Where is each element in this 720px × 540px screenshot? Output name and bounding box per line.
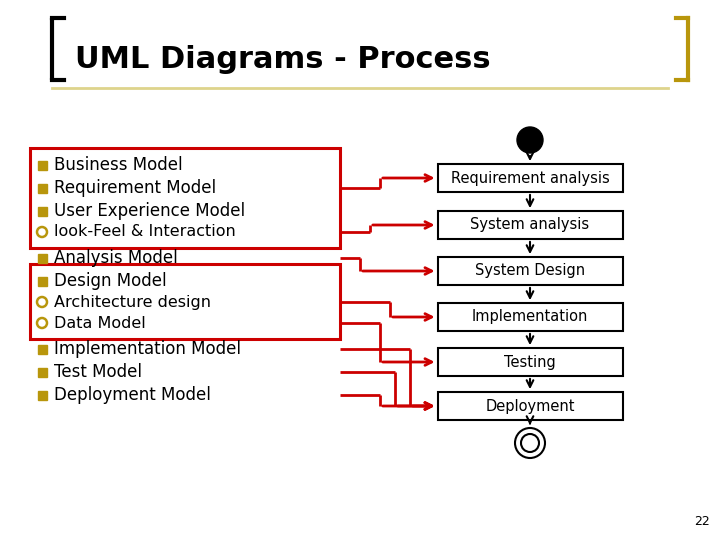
Text: User Experience Model: User Experience Model: [54, 202, 245, 220]
Text: Data Model: Data Model: [54, 315, 145, 330]
Circle shape: [37, 318, 47, 328]
Circle shape: [515, 428, 545, 458]
Text: Implementation Model: Implementation Model: [54, 340, 241, 358]
Text: look-Feel & Interaction: look-Feel & Interaction: [54, 225, 235, 240]
Text: Implementation: Implementation: [472, 309, 588, 325]
Bar: [30, 264, 340, 339]
Bar: [38, 345, 47, 354]
Text: Analysis Model: Analysis Model: [54, 249, 178, 267]
Circle shape: [37, 227, 47, 237]
Circle shape: [521, 434, 539, 452]
Text: Architecture design: Architecture design: [54, 294, 211, 309]
Text: Requirement analysis: Requirement analysis: [451, 171, 609, 186]
Text: Deployment Model: Deployment Model: [54, 386, 211, 404]
Bar: [438, 348, 623, 376]
Text: Requirement Model: Requirement Model: [54, 179, 216, 197]
Bar: [38, 206, 47, 215]
Bar: [38, 390, 47, 400]
Text: UML Diagrams - Process: UML Diagrams - Process: [75, 45, 490, 75]
Bar: [38, 184, 47, 192]
Bar: [438, 164, 623, 192]
Bar: [38, 276, 47, 286]
Bar: [38, 368, 47, 376]
Text: System Design: System Design: [475, 264, 585, 279]
Bar: [438, 257, 623, 285]
Text: Test Model: Test Model: [54, 363, 142, 381]
Text: System analysis: System analysis: [470, 218, 590, 233]
Bar: [38, 160, 47, 170]
Text: 22: 22: [694, 515, 710, 528]
Text: Deployment: Deployment: [485, 399, 575, 414]
Circle shape: [517, 127, 543, 153]
Text: Business Model: Business Model: [54, 156, 183, 174]
Bar: [438, 211, 623, 239]
Bar: [38, 253, 47, 262]
Circle shape: [37, 297, 47, 307]
Bar: [438, 303, 623, 331]
Text: Design Model: Design Model: [54, 272, 166, 290]
Bar: [438, 392, 623, 420]
Bar: [30, 148, 340, 248]
Text: Testing: Testing: [504, 354, 556, 369]
